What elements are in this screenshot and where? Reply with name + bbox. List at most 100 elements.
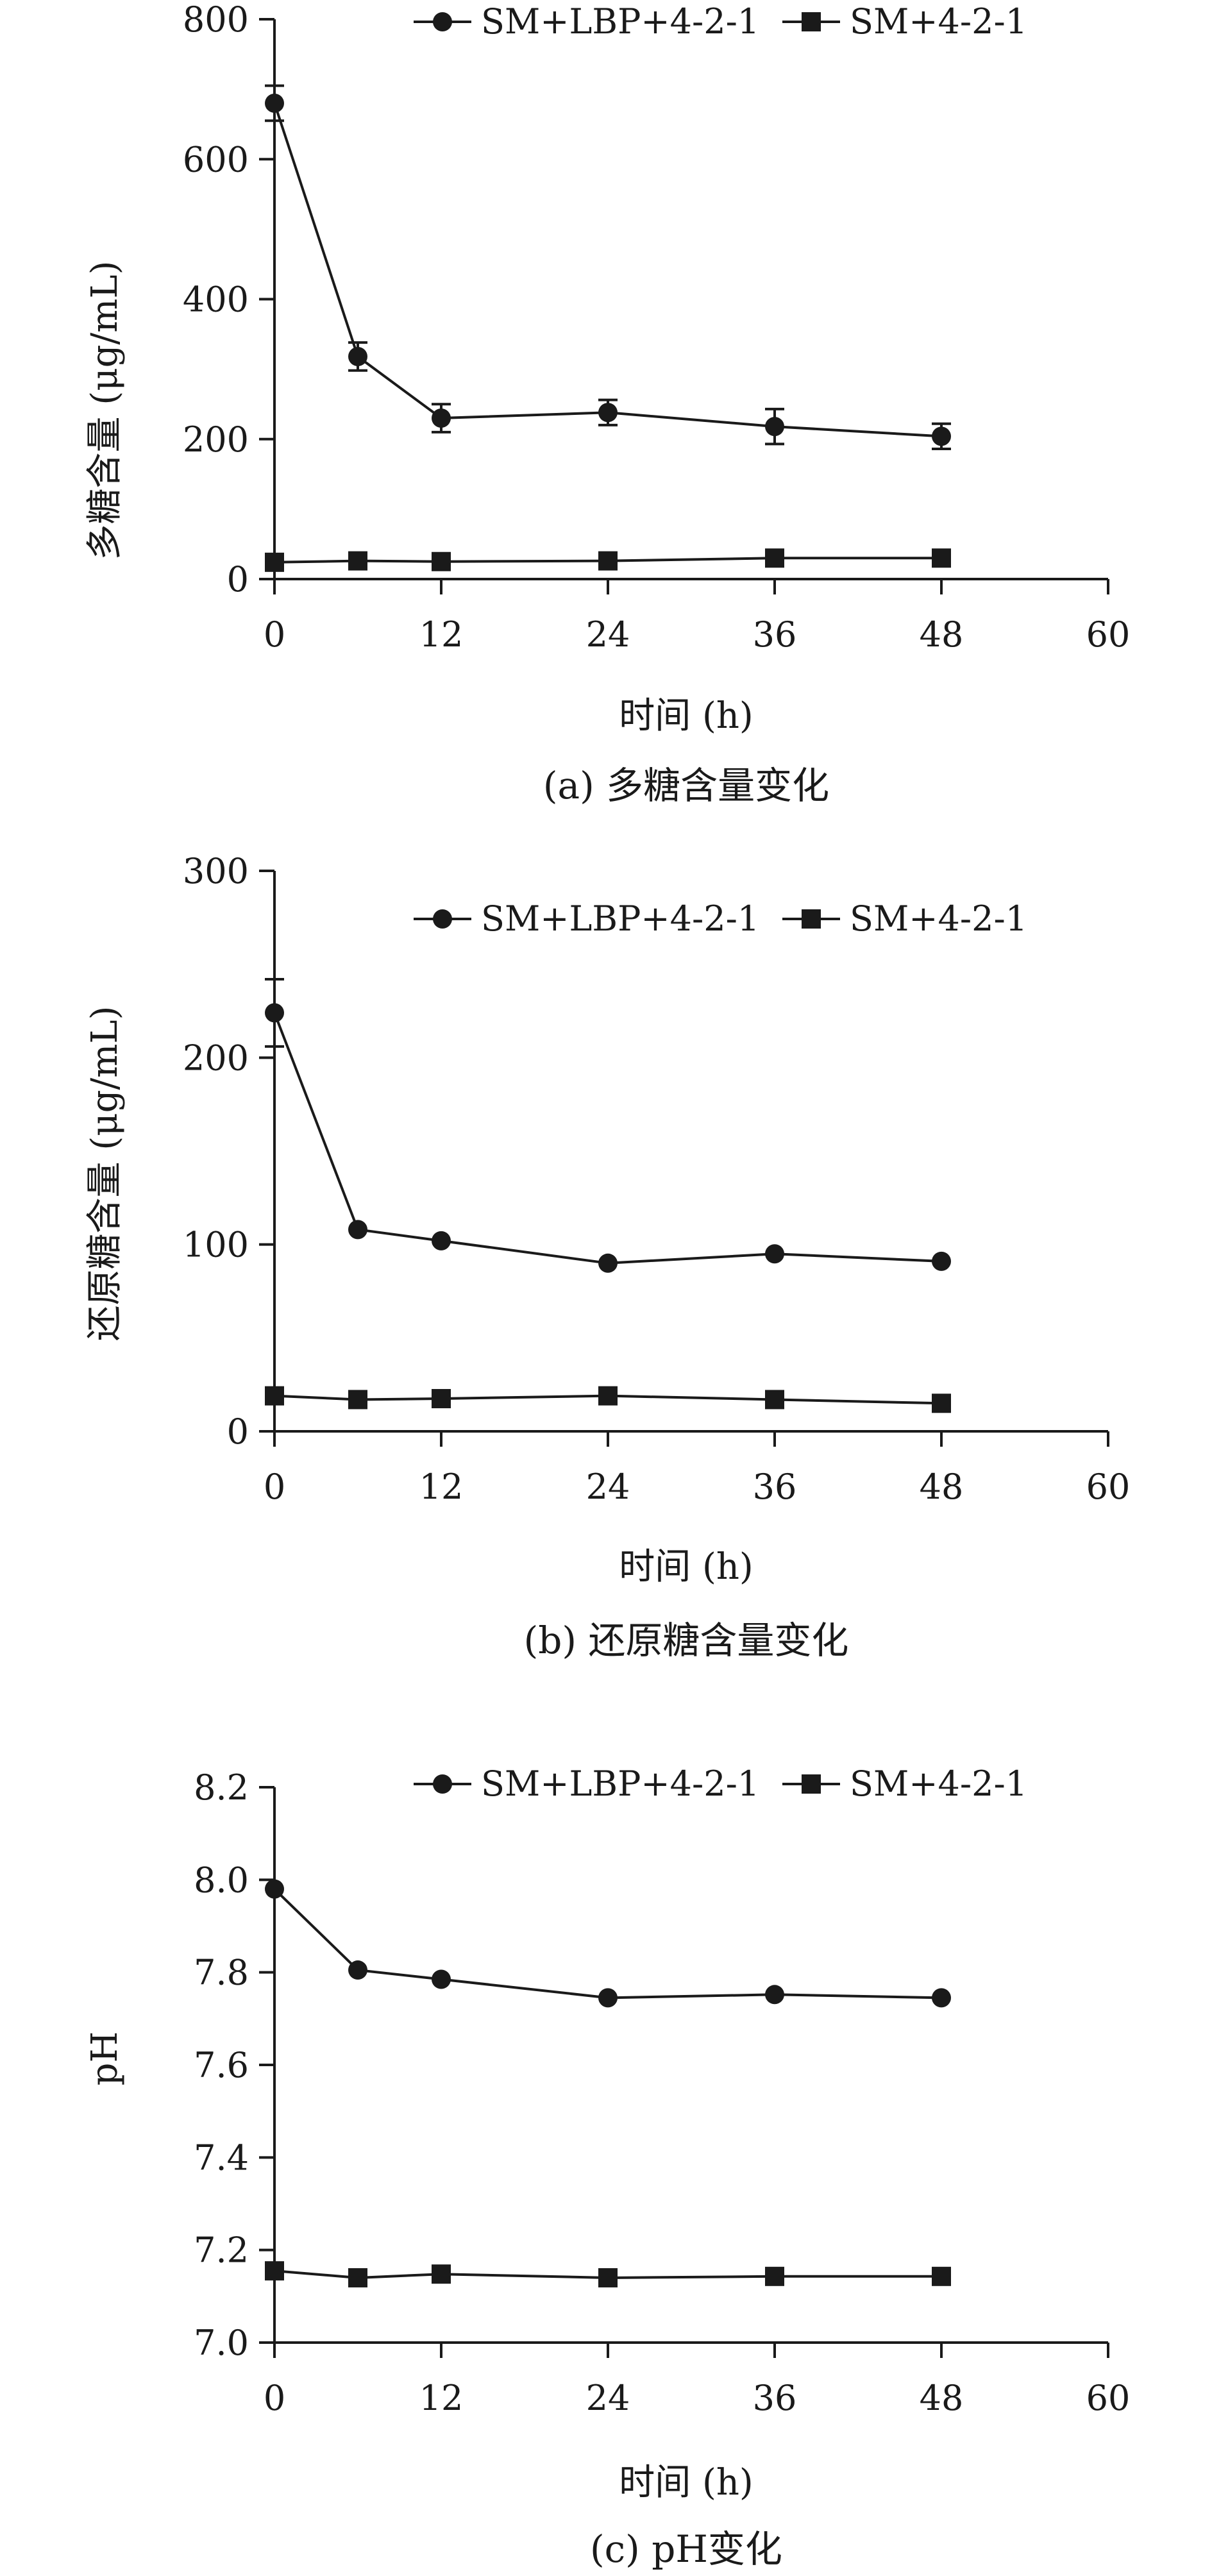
data-point-square	[932, 1393, 951, 1413]
data-point-square	[348, 1390, 367, 1410]
y-tick-label: 400	[183, 280, 249, 320]
y-axis-title: pH	[84, 2032, 126, 2086]
data-point-square	[598, 1386, 618, 1406]
x-tick-label: 12	[419, 614, 464, 655]
panel-b-legend: SM+LBP+4-2-1 SM+4-2-1	[414, 898, 1027, 939]
x-tick-label: 24	[586, 1467, 630, 1507]
panel-b-plot: 0 100 200 300 0 12 24 36 48 60	[183, 851, 1130, 1507]
panel-c-legend: SM+LBP+4-2-1 SM+4-2-1	[414, 1764, 1027, 1804]
chart-panel-c: 7.0 7.2 7.4 7.6 7.8 8.0 8.2 0 12 24 36 48 60 SM+LBP+…	[84, 1764, 1130, 2571]
panel-a-plot: 0 200 400 600 800 0 12 24 36 48 60	[183, 0, 1130, 655]
y-axis-title: 还原糖含量 (μg/mL)	[84, 1006, 126, 1342]
data-point-square	[265, 1386, 284, 1406]
panel-caption: (c) pH变化	[590, 2527, 782, 2571]
x-tick-label: 36	[753, 1467, 797, 1507]
data-point-circle	[932, 426, 951, 446]
data-point-square	[265, 2261, 284, 2281]
series-line-1	[273, 1888, 942, 1999]
x-tick-label: 48	[920, 614, 964, 655]
x-tick-label: 24	[586, 2378, 630, 2418]
data-point-circle	[932, 1988, 951, 2008]
x-tick-label: 48	[920, 2378, 964, 2418]
data-point-square	[432, 551, 451, 571]
y-tick-label: 7.0	[194, 2323, 249, 2363]
panel-caption: (b) 还原糖含量变化	[524, 1619, 849, 1662]
data-point-circle	[348, 1960, 367, 1980]
x-tick-label: 0	[264, 2378, 285, 2418]
data-point-circle	[348, 1220, 367, 1240]
y-tick-label: 0	[227, 1411, 249, 1452]
legend-label-series-2: SM+4-2-1	[850, 1764, 1027, 1804]
x-tick-label: 12	[419, 1467, 464, 1507]
legend-label-series-1: SM+LBP+4-2-1	[481, 898, 759, 939]
x-tick-label: 12	[419, 2378, 464, 2418]
legend-marker-circle	[433, 1774, 452, 1794]
data-point-square	[765, 1390, 784, 1410]
legend-label-series-1: SM+LBP+4-2-1	[481, 1764, 759, 1804]
y-tick-label: 7.6	[194, 2045, 249, 2085]
data-point-square	[348, 551, 367, 571]
x-tick-label: 0	[264, 1467, 285, 1507]
x-tick-label: 0	[264, 614, 285, 655]
y-tick-label: 7.4	[194, 2137, 249, 2178]
legend-marker-square	[802, 12, 821, 31]
x-axis-title: 时间 (h)	[619, 695, 753, 737]
data-point-square	[765, 2266, 784, 2286]
data-point-circle	[598, 403, 618, 423]
legend-marker-circle	[433, 12, 452, 31]
legend-label-series-2: SM+4-2-1	[850, 1, 1027, 42]
legend-label-series-1: SM+LBP+4-2-1	[481, 1, 759, 42]
y-axis-title: 多糖含量 (μg/mL)	[84, 261, 126, 560]
data-point-square	[598, 2268, 618, 2287]
data-point-square	[432, 1389, 451, 1409]
x-tick-label: 36	[753, 2378, 797, 2418]
data-point-circle	[432, 408, 451, 428]
data-point-circle	[348, 346, 367, 366]
data-point-circle	[765, 1244, 784, 1264]
data-point-circle	[265, 93, 284, 113]
data-point-circle	[598, 1988, 618, 2008]
chart-panel-b: 0 100 200 300 0 12 24 36 48 60 SM+LBP+4-2-1 SM+4-…	[84, 851, 1130, 1662]
y-tick-label: 7.8	[194, 1953, 249, 1993]
data-point-circle	[265, 1003, 284, 1023]
data-point-circle	[932, 1251, 951, 1271]
data-point-circle	[765, 1985, 784, 2005]
series-line-2	[274, 557, 941, 564]
data-point-square	[765, 548, 784, 568]
x-tick-label: 48	[920, 1467, 964, 1507]
legend-marker-circle	[433, 909, 452, 929]
y-tick-label: 200	[183, 419, 249, 460]
data-point-circle	[432, 1969, 451, 1989]
legend-marker-square	[802, 909, 821, 929]
data-point-circle	[432, 1231, 451, 1250]
data-point-square	[932, 548, 951, 568]
x-tick-label: 60	[1086, 614, 1131, 655]
x-axis-title: 时间 (h)	[619, 2462, 753, 2504]
y-tick-label: 100	[183, 1225, 249, 1265]
y-tick-label: 200	[183, 1038, 249, 1078]
y-tick-label: 8.2	[194, 1767, 249, 1808]
y-tick-label: 800	[183, 0, 249, 40]
x-axis-title: 时间 (h)	[619, 1546, 753, 1588]
y-tick-label: 600	[183, 139, 249, 180]
legend-label-series-2: SM+4-2-1	[850, 898, 1027, 939]
series-line-2	[274, 1394, 942, 1405]
data-point-square	[265, 552, 284, 572]
data-point-circle	[265, 1879, 284, 1899]
data-point-square	[348, 2268, 367, 2287]
panel-c-plot: 7.0 7.2 7.4 7.6 7.8 8.0 8.2 0 12 24 36 48 60	[194, 1767, 1130, 2418]
x-tick-label: 24	[586, 614, 630, 655]
data-point-square	[432, 2264, 451, 2284]
x-tick-label: 60	[1086, 1467, 1131, 1507]
legend-marker-square	[802, 1774, 821, 1794]
y-tick-label: 8.0	[194, 1860, 249, 1900]
x-tick-label: 36	[753, 614, 797, 655]
data-point-circle	[598, 1253, 618, 1273]
x-tick-label: 60	[1086, 2378, 1131, 2418]
series-line-1	[273, 103, 942, 438]
data-point-circle	[765, 417, 784, 437]
series-line-2	[274, 2269, 941, 2279]
panel-caption: (a) 多糖含量变化	[543, 764, 829, 807]
series-line-1	[273, 1012, 942, 1265]
